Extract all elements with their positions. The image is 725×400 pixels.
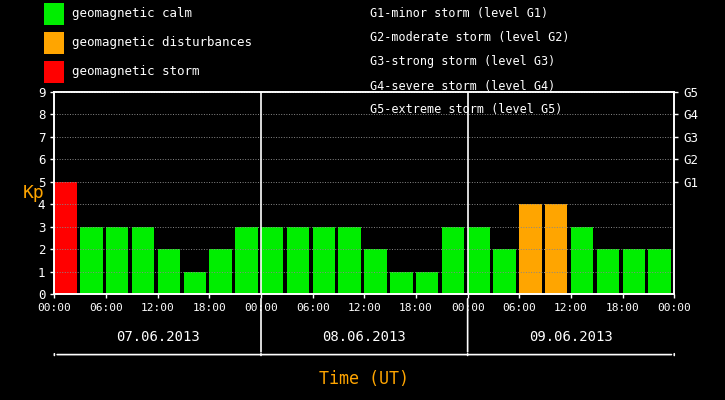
- Bar: [648, 249, 671, 294]
- Text: geomagnetic storm: geomagnetic storm: [72, 65, 200, 78]
- Text: 08.06.2013: 08.06.2013: [323, 330, 406, 344]
- Bar: [390, 272, 413, 294]
- Bar: [54, 182, 77, 294]
- Bar: [106, 227, 128, 294]
- Text: geomagnetic calm: geomagnetic calm: [72, 8, 193, 20]
- Bar: [442, 227, 464, 294]
- Bar: [571, 227, 593, 294]
- Bar: [364, 249, 386, 294]
- Bar: [545, 204, 568, 294]
- Text: G2-moderate storm (level G2): G2-moderate storm (level G2): [370, 32, 569, 44]
- Bar: [339, 227, 361, 294]
- Text: 07.06.2013: 07.06.2013: [116, 330, 199, 344]
- Bar: [519, 204, 542, 294]
- Bar: [235, 227, 257, 294]
- Bar: [416, 272, 439, 294]
- Bar: [183, 272, 206, 294]
- Y-axis label: Kp: Kp: [22, 184, 44, 202]
- Bar: [80, 227, 103, 294]
- Bar: [157, 249, 180, 294]
- Bar: [312, 227, 335, 294]
- Text: G1-minor storm (level G1): G1-minor storm (level G1): [370, 8, 548, 20]
- Bar: [468, 227, 490, 294]
- Bar: [261, 227, 283, 294]
- Text: G3-strong storm (level G3): G3-strong storm (level G3): [370, 56, 555, 68]
- Text: Time (UT): Time (UT): [319, 370, 410, 388]
- Bar: [210, 249, 232, 294]
- Text: 09.06.2013: 09.06.2013: [529, 330, 613, 344]
- Bar: [623, 249, 645, 294]
- Bar: [494, 249, 515, 294]
- Text: geomagnetic disturbances: geomagnetic disturbances: [72, 36, 252, 49]
- Bar: [597, 249, 619, 294]
- Text: G4-severe storm (level G4): G4-severe storm (level G4): [370, 80, 555, 92]
- Bar: [132, 227, 154, 294]
- Text: G5-extreme storm (level G5): G5-extreme storm (level G5): [370, 104, 562, 116]
- Bar: [287, 227, 309, 294]
